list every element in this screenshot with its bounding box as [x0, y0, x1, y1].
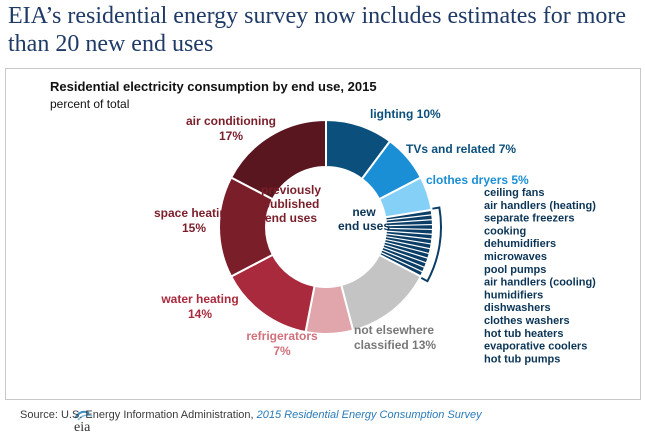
new-end-use-divider — [382, 246, 427, 264]
new-end-use-divider — [385, 230, 433, 235]
new-end-use-divider — [385, 235, 432, 245]
new-end-use-item: evaporative coolers — [484, 341, 587, 353]
new-end-use-item: separate freezers — [484, 213, 575, 225]
label-space-heating: space heating 15% — [154, 206, 234, 235]
new-end-use-divider — [385, 219, 433, 224]
new-end-use-divider — [384, 238, 431, 250]
new-end-use-item: hot tub heaters — [484, 328, 563, 340]
donut-chart: Residential electricity consumption by e… — [50, 79, 596, 365]
chart-title: Residential electricity consumption by e… — [50, 79, 377, 94]
new-end-uses-bracket — [420, 206, 442, 283]
label-clothes-dryers: clothes dryers 5% — [426, 173, 529, 187]
chart-subtitle: percent of total — [50, 97, 129, 111]
new-end-use-divider — [380, 251, 424, 273]
label-water-heating: water heating 14% — [160, 292, 238, 321]
eia-logo-text: eia — [74, 420, 91, 435]
new-end-use-item: cooking — [484, 225, 526, 237]
new-end-use-item: humidifiers — [484, 289, 543, 301]
center-label-previous: previously published end uses — [261, 183, 321, 225]
chart-panel: Residential electricity consumption by e… — [5, 68, 641, 435]
source-link[interactable]: 2015 Residential Energy Consumption Surv… — [256, 409, 482, 421]
new-end-use-divider — [383, 244, 429, 259]
new-end-use-divider — [385, 227, 433, 231]
new-end-use-item: microwaves — [484, 251, 547, 263]
new-end-use-item: clothes washers — [484, 315, 570, 327]
new-end-use-item: dehumidifiers — [484, 238, 556, 250]
new-end-use-item: ceiling fans — [484, 187, 545, 199]
new-end-use-item: air handlers (heating) — [484, 200, 596, 212]
new-end-use-divider — [385, 214, 433, 221]
headline: EIA’s residential energy survey now incl… — [8, 3, 627, 57]
new-end-use-item: air handlers (cooling) — [484, 277, 596, 289]
center-label-new: new end uses — [338, 205, 390, 233]
new-end-use-item: dishwashers — [484, 302, 551, 314]
label-air-conditioning: air conditioning 17% — [186, 114, 276, 143]
label-lighting: lighting 10% — [370, 107, 441, 121]
source-note: Source: U.S. Energy Information Administ… — [20, 409, 482, 421]
slice-air-conditioning — [229, 118, 327, 201]
label-tvs-and-related: TVs and related 7% — [406, 142, 516, 156]
label-refrigerators: refrigerators 7% — [246, 329, 318, 358]
new-end-use-divider — [385, 233, 433, 240]
new-end-use-divider — [385, 223, 433, 227]
new-end-use-divider — [381, 249, 426, 269]
new-end-use-item: hot tub pumps — [484, 353, 560, 365]
source-prefix: Source: U.S. Energy Information Administ… — [20, 409, 254, 421]
new-end-use-item: pool pumps — [484, 264, 546, 276]
new-end-use-divider — [383, 241, 430, 255]
eia-logo: eia — [74, 410, 93, 435]
label-not-elsewhere-classified: not elsewhere classified 13% — [354, 323, 436, 352]
